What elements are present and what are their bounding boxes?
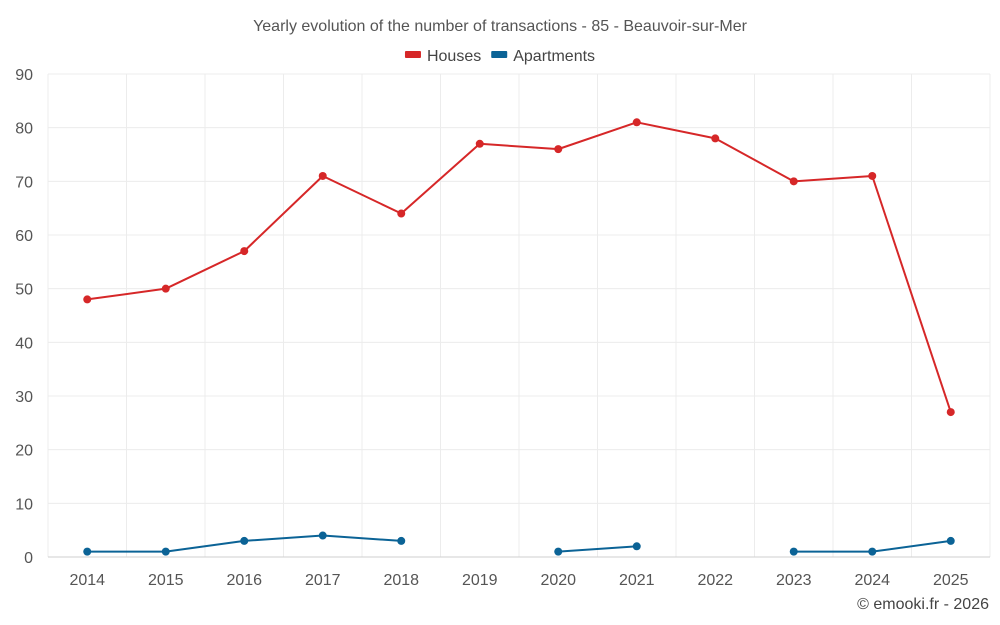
legend-swatch-apartments: [491, 51, 508, 58]
data-point-houses-2019: [475, 139, 484, 148]
data-point-apartments-2025: [946, 536, 955, 545]
data-point-apartments-2020: [554, 547, 563, 556]
y-tick-label: 80: [15, 121, 33, 138]
y-tick-label: 10: [15, 496, 33, 513]
x-axis: 2014 2015 2016 2017 2018 2019 2020 2021 2022 2023…: [69, 572, 968, 589]
data-point-houses-2022: [711, 134, 720, 143]
legend-label-apartments: Apartments: [513, 48, 595, 65]
data-point-apartments-2023: [789, 547, 798, 556]
x-tick-label: 2018: [383, 572, 419, 589]
data-point-apartments-2016: [240, 536, 249, 545]
series-group: [83, 118, 955, 556]
grid: [47, 73, 991, 558]
x-tick-label: 2024: [854, 572, 890, 589]
chart-title: Yearly evolution of the number of transa…: [253, 18, 748, 35]
series-line-apartments: [558, 545, 637, 553]
x-tick-label: 2014: [69, 572, 105, 589]
y-axis: 0 10 20 30 40 50 60 70 80 90: [15, 67, 33, 567]
data-point-houses-2024: [868, 171, 877, 180]
data-point-houses-2014: [83, 295, 92, 304]
x-tick-label: 2017: [305, 572, 341, 589]
data-point-houses-2018: [397, 209, 406, 218]
legend-item-houses: Houses: [404, 48, 481, 65]
data-point-houses-2015: [161, 284, 170, 293]
legend-swatch-houses: [404, 51, 421, 58]
series-line-houses: [87, 121, 952, 413]
y-tick-label: 30: [15, 389, 33, 406]
data-point-apartments-2021: [632, 542, 641, 551]
legend: Houses Apartments: [404, 48, 595, 65]
data-point-houses-2021: [632, 118, 641, 127]
credit-text: © emooki.fr - 2026: [857, 596, 989, 613]
y-tick-label: 70: [15, 174, 33, 191]
data-point-apartments-2015: [161, 547, 170, 556]
data-point-apartments-2014: [83, 547, 92, 556]
x-tick-label: 2023: [776, 572, 812, 589]
y-tick-label: 50: [15, 282, 33, 299]
y-tick-label: 60: [15, 228, 33, 245]
legend-item-apartments: Apartments: [491, 48, 595, 65]
data-point-apartments-2024: [868, 547, 877, 556]
data-point-houses-2016: [240, 247, 249, 256]
data-point-houses-2025: [946, 408, 955, 417]
legend-label-houses: Houses: [427, 48, 481, 65]
y-tick-label: 90: [15, 67, 33, 84]
data-point-houses-2023: [789, 177, 798, 186]
data-point-apartments-2017: [318, 531, 327, 540]
x-tick-label: 2015: [148, 572, 184, 589]
data-point-houses-2017: [318, 171, 327, 180]
x-tick-label: 2019: [462, 572, 498, 589]
x-tick-label: 2016: [226, 572, 262, 589]
y-tick-label: 0: [24, 550, 33, 567]
y-tick-label: 20: [15, 443, 33, 460]
data-point-houses-2020: [554, 145, 563, 154]
x-tick-label: 2022: [697, 572, 733, 589]
y-tick-label: 40: [15, 335, 33, 352]
data-point-apartments-2018: [397, 536, 406, 545]
x-tick-label: 2025: [933, 572, 969, 589]
x-tick-label: 2021: [619, 572, 655, 589]
x-tick-label: 2020: [540, 572, 576, 589]
